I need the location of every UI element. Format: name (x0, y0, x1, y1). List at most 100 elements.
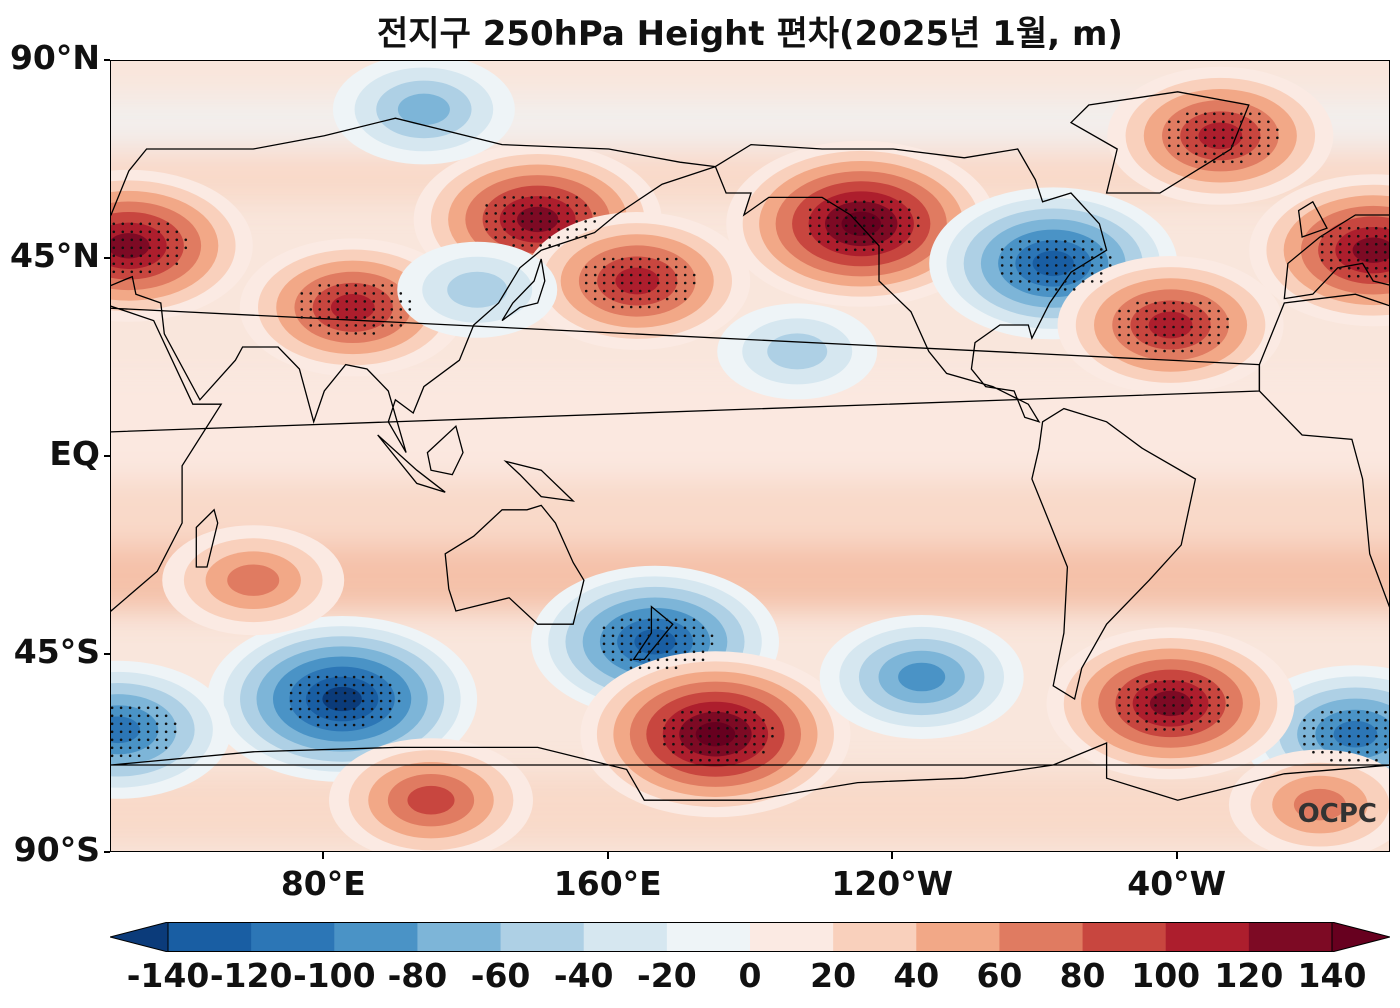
stipple-dot (521, 204, 524, 207)
stipple-dot (1027, 264, 1031, 267)
stipple-dot (665, 297, 669, 301)
stipple-dot (1384, 750, 1387, 754)
stipple-dot (871, 208, 875, 212)
stipple-dot (665, 265, 669, 269)
stipple-dot (146, 746, 150, 750)
stipple-dot (1339, 726, 1342, 730)
stipple-dot (1240, 144, 1243, 148)
stipple-dot (1208, 704, 1211, 707)
stipple-dot (372, 308, 376, 311)
stipple-dot (381, 292, 385, 295)
stipple-dot (683, 626, 687, 630)
stipple-dot (1374, 258, 1378, 262)
stipple-dot (1347, 274, 1351, 278)
stipple-dot (318, 308, 322, 311)
stipple-dot (808, 232, 812, 236)
stipple-dot (1009, 272, 1013, 275)
stipple-dot (352, 675, 356, 679)
stipple-dot (692, 658, 696, 662)
colorbar-extend-max (1331, 922, 1390, 952)
stipple-dot (835, 240, 839, 244)
stipple-dot (1347, 234, 1351, 238)
stipple-dot (853, 224, 857, 228)
significance-stippling (111, 112, 1387, 762)
stipple-dot (139, 238, 143, 242)
stipple-dot (1384, 726, 1387, 730)
stipple-dot (1036, 280, 1040, 283)
stipple-dot (1163, 341, 1166, 345)
stipple-dot (1127, 688, 1130, 691)
stipple-dot (1357, 726, 1360, 730)
stipple-dot (1172, 688, 1175, 691)
stipple-dot (862, 240, 866, 244)
stipple-dot (602, 281, 606, 285)
stipple-dot (1356, 242, 1360, 246)
stipple-dot (726, 726, 729, 730)
stipple-dot (148, 270, 152, 274)
stipple-dot (871, 200, 875, 204)
stipple-dot (1217, 325, 1220, 329)
stipple-dot (379, 715, 383, 719)
stipple-dot (363, 300, 367, 303)
stipple-dot (1027, 280, 1031, 283)
stipple-dot (584, 212, 587, 215)
stipple-dot (1217, 341, 1220, 345)
stipple-dot (336, 284, 340, 287)
stipple-dot (620, 257, 624, 261)
stipple-dot (1356, 258, 1360, 262)
stipple-dot (826, 216, 830, 220)
stipple-dot (548, 236, 551, 239)
stipple-dot (164, 738, 168, 742)
stipple-dot (1329, 258, 1333, 262)
stipple-dot (1190, 680, 1193, 683)
stipple-dot (1321, 718, 1324, 722)
colorbar-tick-label: -40 (553, 956, 614, 995)
stipple-dot (674, 273, 678, 277)
stipple-dot (817, 240, 821, 244)
stipple-dot (139, 262, 143, 266)
stipple-dot (701, 650, 705, 654)
coastline (377, 434, 446, 493)
stipple-dot (683, 281, 687, 285)
stipple-dot (1321, 710, 1324, 714)
stipple-dot (1063, 256, 1067, 259)
anomaly-center (1107, 66, 1334, 205)
stipple-dot (146, 730, 150, 734)
stipple-dot (1329, 242, 1333, 246)
stipple-dot (363, 324, 367, 327)
stipple-dot (1199, 688, 1202, 691)
stipple-dot (512, 196, 515, 199)
stipple-dot (726, 710, 729, 714)
stipple-dot (1348, 758, 1351, 762)
stipple-dot (399, 316, 403, 319)
stipple-dot (1063, 288, 1067, 291)
stipple-dot (1357, 742, 1360, 746)
stipple-dot (343, 691, 347, 695)
stipple-dot (1204, 136, 1207, 140)
stipple-dot (674, 666, 678, 670)
stipple-dot (1231, 136, 1234, 140)
stipple-dot (363, 308, 367, 311)
stipple-dot (735, 710, 738, 714)
colorbar-tick-label: 140 (1297, 956, 1367, 995)
stipple-dot (1018, 248, 1022, 251)
stipple-dot (1208, 333, 1211, 337)
stipple-dot (771, 726, 774, 730)
stipple-dot (665, 618, 669, 622)
stipple-dot (325, 675, 329, 679)
stipple-dot (112, 222, 116, 226)
anomaly-center (726, 140, 997, 307)
stipple-dot (1000, 272, 1004, 275)
anomaly-contour (227, 564, 280, 596)
stipple-dot (352, 723, 356, 727)
stipple-dot (898, 232, 902, 236)
stipple-dot (379, 675, 383, 679)
stipple-dot (753, 718, 756, 722)
stipple-dot (1172, 309, 1175, 313)
coastline (632, 605, 674, 661)
stipple-dot (753, 710, 756, 714)
stipple-dot (1208, 720, 1211, 723)
stipple-dot (345, 292, 349, 295)
stipple-dot (166, 262, 170, 266)
stipple-dot (1375, 710, 1378, 714)
